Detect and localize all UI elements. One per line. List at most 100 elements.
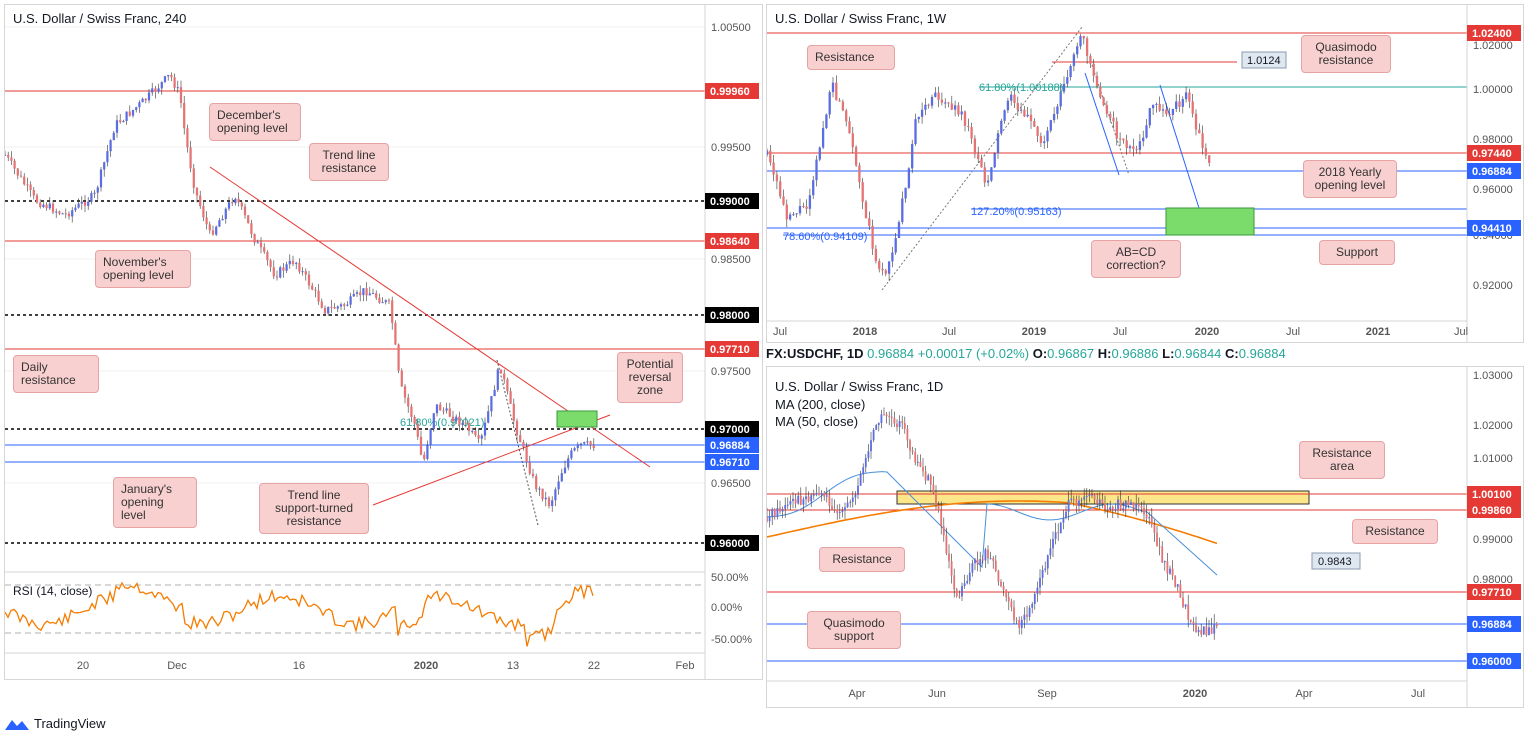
tradingview-brand[interactable]: TradingView [4,716,106,731]
candle-body [1111,506,1114,510]
candle-body [1114,508,1117,510]
rsi-line [5,581,594,647]
candle-body [825,114,828,128]
candle-body [1083,496,1086,500]
candle-body [1125,140,1128,149]
h4-chart-svg[interactable]: 61.80%(0.97021) 1.00500 0.99500 0.98500 0.9… [5,5,762,679]
candle-body [767,150,769,155]
candle-body [96,187,99,193]
daily-chart-svg[interactable]: 0.9843 1.03000 1.02000 1.01000 0.99000 0.980… [767,367,1523,707]
candle-body [259,242,263,248]
candle-body [125,111,128,121]
candle-body [984,549,987,561]
candle-body [1153,524,1156,533]
candle-body [163,76,167,82]
candle-body [1104,503,1106,510]
candle-body [1200,629,1203,635]
candle-body [291,260,295,265]
candle-body [880,414,883,424]
candle-body [240,202,243,207]
candle-body [99,169,103,188]
candle-body [493,389,496,397]
time-axis-label: 2019 [1022,326,1046,338]
candle-body [419,436,423,455]
candle-body [932,484,935,494]
candle-body [836,509,839,514]
candle-body [1010,94,1013,101]
time-axis-label: Jun [928,688,946,700]
candle-body [231,202,234,204]
candle-body [1106,509,1109,511]
candle-body [1122,138,1125,141]
candle-body [186,128,189,148]
level-price-text: 0.96884 [1472,166,1513,178]
candle-body [279,267,282,278]
h4-chart-panel[interactable]: 61.80%(0.97021) 1.00500 0.99500 0.98500 0.9… [4,4,763,680]
candle-body [1075,498,1078,506]
candle-body [854,147,858,166]
candle-body [1062,517,1065,523]
candle-body [821,127,825,148]
candle-body [1023,109,1026,117]
candle-body [544,497,547,500]
candle-body [810,495,813,502]
candle-body [838,512,841,514]
candle-body [128,111,131,116]
candle-body [1112,117,1115,122]
candle-body [846,502,849,508]
candle-body [183,102,186,129]
candle-body [531,473,535,477]
price-axis-label: 0.96500 [711,478,751,490]
candle-body [833,508,836,510]
candle-body [1192,621,1195,624]
candle-body [1059,522,1062,534]
candle-body [948,553,950,562]
time-axis-label: Dec [167,660,187,672]
weekly-chart-panel[interactable]: 61.80%(1.00188) 127.20%(0.95163) 78.60%(… [766,4,1524,343]
candle-body [844,507,846,511]
candle-body [506,379,509,392]
candle-body [1052,538,1054,549]
candle-body [547,497,551,507]
candle-body [1150,517,1153,525]
price-axis-label: 1.00000 [1473,84,1513,96]
tradingview-logo-icon [5,719,29,730]
candle-body [772,162,775,175]
candle-body [930,96,934,106]
weekly-chart-svg[interactable]: 61.80%(1.00188) 127.20%(0.95163) 78.60%(… [767,5,1523,342]
candle-body [966,581,969,584]
candle-body [1028,607,1031,617]
candle-body [851,133,854,148]
daily-chart-panel[interactable]: 0.9843 1.03000 1.02000 1.01000 0.99000 0.980… [766,366,1524,708]
candle-body [13,160,16,169]
candle-body [907,168,911,188]
candle-body [592,445,595,449]
candle-body [818,492,820,495]
candle-body [1135,148,1138,150]
candle-body [903,423,906,429]
candle-body [960,111,963,115]
candle-body [266,251,269,261]
candle-body [909,440,911,451]
candle-body [1178,101,1181,107]
candle-body [916,461,919,463]
candle-body [1189,619,1192,622]
level-price-text: 0.96884 [1472,619,1513,631]
candle-body [1135,503,1138,509]
candle-body [455,416,458,422]
candle-body [394,322,397,345]
candle-body [237,198,240,203]
candle-body [935,493,937,505]
candle-body [845,110,848,122]
level-price-text: 0.99860 [1472,505,1512,517]
candle-body [1205,626,1208,636]
price-axis-label: 0.99500 [711,142,751,154]
trend-line-support [372,414,611,506]
candle-body [940,99,944,103]
weekly-marker-1-text: 1.0124 [1247,55,1281,67]
time-axis-label: Jul [773,326,787,338]
candle-body [336,306,339,309]
candle-body [301,271,304,273]
candle-body [416,423,419,437]
candle-body [349,296,352,305]
